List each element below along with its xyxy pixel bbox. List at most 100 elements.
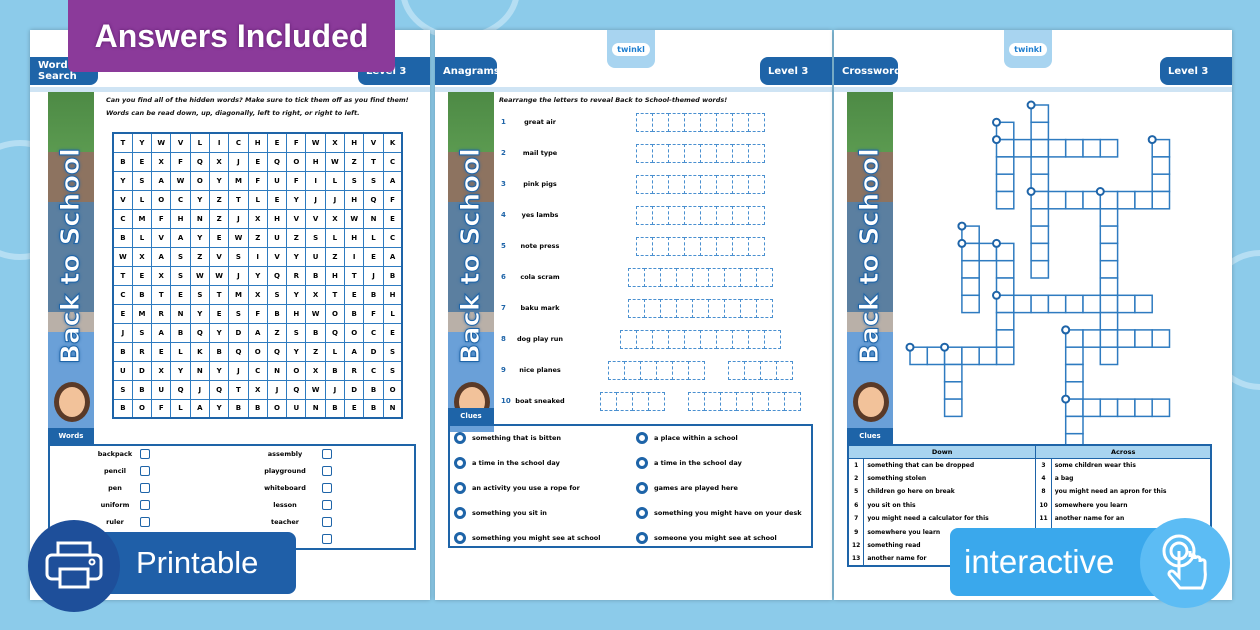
grid-letter[interactable]: F	[151, 208, 172, 229]
grid-letter[interactable]: S	[382, 341, 403, 362]
grid-letter[interactable]: B	[228, 398, 249, 419]
grid-letter[interactable]: Y	[208, 398, 230, 419]
letter-box[interactable]	[668, 330, 685, 349]
grid-letter[interactable]: T	[228, 379, 249, 400]
grid-letter[interactable]: U	[286, 398, 307, 419]
grid-letter[interactable]: X	[151, 360, 172, 381]
crossword-cell[interactable]	[1064, 346, 1084, 366]
letter-box[interactable]	[688, 392, 705, 411]
answer-boxes[interactable]	[620, 330, 781, 349]
letter-box[interactable]	[732, 175, 749, 194]
crossword-cell[interactable]	[995, 346, 1015, 366]
crossword-cell[interactable]	[1099, 138, 1119, 158]
crossword-grid[interactable]	[834, 30, 1232, 450]
crossword-cell[interactable]	[995, 259, 1015, 279]
letter-box[interactable]	[716, 330, 733, 349]
grid-letter[interactable]: E	[151, 341, 172, 362]
crossword-cell[interactable]	[1116, 294, 1136, 314]
crossword-cell[interactable]	[1099, 311, 1119, 331]
letter-box[interactable]	[640, 361, 657, 380]
crossword-cell[interactable]	[1030, 259, 1050, 279]
crossword-cell[interactable]	[1030, 294, 1050, 314]
grid-letter[interactable]: W	[208, 265, 230, 286]
grid-letter[interactable]: C	[112, 284, 133, 305]
crossword-cell[interactable]	[1082, 329, 1102, 348]
grid-letter[interactable]: C	[228, 132, 249, 153]
letter-box[interactable]	[732, 206, 749, 225]
grid-letter[interactable]: Y	[286, 189, 307, 210]
crossword-cell[interactable]	[1099, 208, 1119, 227]
grid-letter[interactable]: E	[131, 151, 153, 172]
grid-letter[interactable]: Z	[266, 322, 288, 343]
grid-letter[interactable]: V	[151, 227, 172, 248]
crossword-cell[interactable]	[978, 346, 998, 366]
grid-letter[interactable]: J	[228, 208, 249, 229]
grid-letter[interactable]: Q	[208, 379, 230, 400]
letter-box[interactable]	[608, 361, 625, 380]
letter-box[interactable]	[684, 206, 701, 225]
letter-box[interactable]	[716, 113, 733, 132]
grid-letter[interactable]: A	[189, 398, 210, 419]
grid-letter[interactable]: W	[305, 132, 326, 153]
letter-box[interactable]	[716, 237, 733, 256]
grid-letter[interactable]: X	[305, 360, 326, 381]
crossword-cell[interactable]	[1099, 225, 1119, 245]
grid-letter[interactable]: W	[151, 132, 172, 153]
grid-letter[interactable]: K	[189, 341, 210, 362]
letter-box[interactable]	[628, 299, 645, 318]
letter-box[interactable]	[764, 330, 781, 349]
grid-letter[interactable]: S	[112, 379, 133, 400]
crossword-cell[interactable]	[1047, 138, 1067, 158]
crossword-cell[interactable]	[1030, 138, 1050, 158]
grid-letter[interactable]: T	[151, 284, 172, 305]
grid-letter[interactable]: Q	[266, 265, 288, 286]
letter-box[interactable]	[748, 330, 765, 349]
letter-box[interactable]	[636, 206, 653, 225]
grid-letter[interactable]: C	[382, 227, 403, 248]
letter-box[interactable]	[668, 113, 685, 132]
letter-box[interactable]	[724, 299, 741, 318]
grid-letter[interactable]: M	[228, 170, 249, 191]
answer-boxes[interactable]	[600, 392, 665, 411]
grid-letter[interactable]: F	[382, 189, 403, 210]
grid-letter[interactable]: E	[247, 151, 268, 172]
grid-letter[interactable]: L	[189, 132, 210, 153]
grid-letter[interactable]: C	[382, 151, 403, 172]
grid-letter[interactable]: B	[305, 265, 326, 286]
answer-boxes[interactable]	[636, 237, 765, 256]
grid-letter[interactable]: Q	[170, 379, 191, 400]
grid-letter[interactable]: M	[228, 284, 249, 305]
grid-letter[interactable]: L	[131, 189, 153, 210]
grid-letter[interactable]: E	[266, 189, 288, 210]
grid-letter[interactable]: W	[344, 208, 365, 229]
word-checkbox[interactable]	[140, 517, 150, 527]
grid-letter[interactable]: V	[208, 246, 230, 267]
grid-letter[interactable]: V	[266, 246, 288, 267]
letter-box[interactable]	[628, 268, 645, 287]
crossword-cell[interactable]	[1082, 138, 1102, 158]
crossword-cell[interactable]	[1064, 294, 1084, 314]
grid-letter[interactable]: Q	[324, 322, 346, 343]
grid-letter[interactable]: U	[266, 227, 288, 248]
letter-box[interactable]	[748, 175, 765, 194]
grid-letter[interactable]: S	[170, 265, 191, 286]
letter-box[interactable]	[652, 206, 669, 225]
letter-box[interactable]	[676, 268, 693, 287]
grid-letter[interactable]: S	[131, 322, 153, 343]
crossword-cell[interactable]	[1099, 329, 1119, 348]
crossword-cell[interactable]	[961, 346, 980, 366]
crossword-cell[interactable]	[1151, 190, 1171, 210]
grid-letter[interactable]: T	[228, 189, 249, 210]
grid-letter[interactable]: I	[247, 246, 268, 267]
grid-letter[interactable]: B	[363, 398, 384, 419]
letter-box[interactable]	[760, 361, 777, 380]
crossword-cell[interactable]	[1151, 398, 1171, 418]
grid-letter[interactable]: Y	[189, 189, 210, 210]
grid-letter[interactable]: C	[170, 189, 191, 210]
grid-letter[interactable]: H	[305, 151, 326, 172]
answer-boxes[interactable]	[608, 361, 705, 380]
letter-box[interactable]	[616, 392, 633, 411]
grid-letter[interactable]: I	[208, 132, 230, 153]
grid-letter[interactable]: B	[112, 151, 133, 172]
grid-letter[interactable]: Y	[247, 265, 268, 286]
